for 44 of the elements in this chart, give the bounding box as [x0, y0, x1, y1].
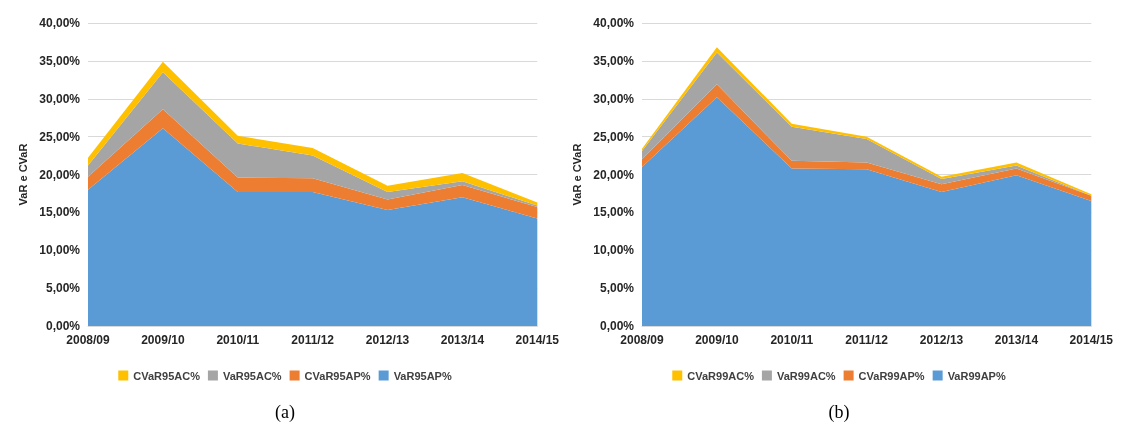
y-tick-label: 25,00% — [39, 129, 81, 144]
legend-label: CVaR99AP% — [858, 369, 925, 382]
y-tick-label: 5,00% — [599, 281, 635, 296]
y-tick-label: 10,00% — [39, 243, 81, 258]
x-tick-label: 2012/13 — [365, 333, 410, 347]
legend-label: CVaR95AC% — [133, 369, 201, 382]
y-tick-label: 20,00% — [593, 167, 635, 182]
legend-label: VaR99AC% — [776, 369, 836, 382]
text: (a) — [275, 402, 295, 423]
y-axis-title: VaR e CVaR — [16, 143, 29, 206]
y-tick-label: 15,00% — [39, 205, 81, 220]
x-tick-label: 2011/12 — [845, 333, 889, 347]
y-tick-label: 30,00% — [593, 91, 635, 106]
x-tick-label: 2013/14 — [994, 333, 1039, 347]
legend-label: CVaR99AC% — [687, 369, 755, 382]
x-tick-label: 2010/11 — [770, 333, 814, 347]
y-tick-label: 25,00% — [593, 129, 635, 144]
y-tick-label: 0,00% — [45, 319, 81, 333]
legend-label: VaR99AP% — [947, 369, 1006, 382]
y-tick-label: 30,00% — [39, 91, 81, 106]
y-tick-label: 0,00% — [599, 319, 635, 333]
y-tick-label: 40,00% — [39, 16, 81, 30]
y-tick-label: 20,00% — [39, 167, 81, 182]
x-tick-label: 2012/13 — [919, 333, 964, 347]
x-tick-label: 2014/15 — [1069, 333, 1114, 347]
y-tick-label: 35,00% — [39, 53, 81, 68]
x-tick-label: 2008/09 — [66, 333, 111, 347]
legend-label: CVaR95AP% — [304, 369, 371, 382]
x-tick-label: 2013/14 — [440, 333, 485, 347]
x-tick-label: 2014/15 — [515, 333, 560, 347]
legend-label: VaR95AP% — [393, 369, 452, 382]
y-tick-label: 40,00% — [593, 16, 635, 30]
y-axis-title: VaR e CVaR — [570, 143, 583, 206]
x-tick-label: 2009/10 — [141, 333, 185, 347]
y-tick-label: 35,00% — [593, 53, 635, 68]
x-tick-label: 2009/10 — [695, 333, 739, 347]
legend-label: VaR95AC% — [222, 369, 282, 382]
x-tick-label: 2010/11 — [216, 333, 260, 347]
x-tick-label: 2011/12 — [291, 333, 335, 347]
y-tick-label: 5,00% — [45, 281, 81, 296]
y-tick-label: 10,00% — [593, 243, 635, 258]
text: (b) — [828, 402, 850, 423]
y-tick-label: 15,00% — [593, 205, 635, 220]
x-tick-label: 2008/09 — [620, 333, 665, 347]
